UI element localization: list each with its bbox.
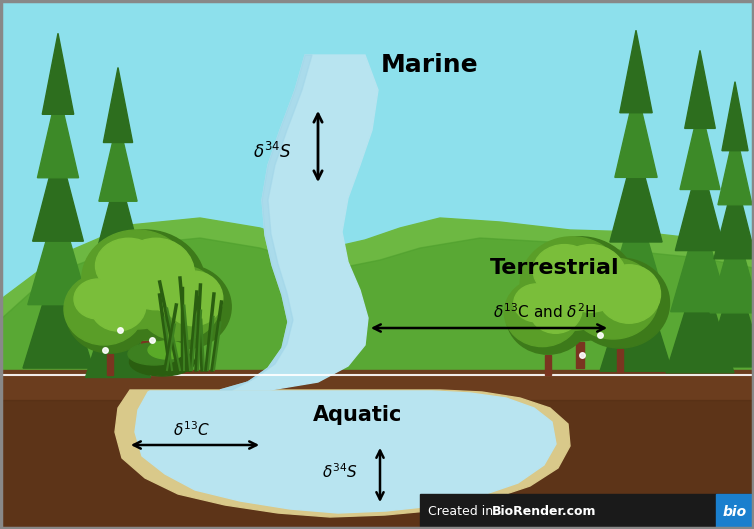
Polygon shape	[28, 199, 88, 305]
Ellipse shape	[533, 244, 596, 297]
Ellipse shape	[520, 237, 624, 331]
Text: Marine: Marine	[382, 53, 479, 77]
Polygon shape	[706, 270, 754, 367]
Ellipse shape	[136, 265, 221, 340]
Polygon shape	[99, 118, 137, 201]
Polygon shape	[676, 157, 725, 251]
Ellipse shape	[554, 244, 627, 312]
Ellipse shape	[66, 273, 154, 353]
Text: $\delta^{34}$S: $\delta^{34}$S	[322, 463, 358, 481]
Text: $\delta^{13}$C: $\delta^{13}$C	[173, 421, 210, 440]
Ellipse shape	[74, 279, 122, 319]
Polygon shape	[220, 55, 378, 390]
Polygon shape	[85, 272, 151, 378]
Ellipse shape	[523, 237, 637, 341]
Bar	[545, 355, 551, 375]
Ellipse shape	[128, 343, 180, 365]
Ellipse shape	[529, 284, 582, 333]
Polygon shape	[718, 129, 752, 205]
Ellipse shape	[571, 258, 670, 348]
Polygon shape	[220, 55, 312, 390]
Text: bio: bio	[723, 505, 747, 518]
Polygon shape	[38, 89, 78, 178]
Polygon shape	[685, 50, 716, 129]
Ellipse shape	[84, 230, 206, 340]
Bar	[697, 332, 703, 365]
Polygon shape	[23, 254, 93, 368]
Polygon shape	[0, 400, 754, 529]
Bar	[141, 341, 149, 368]
Polygon shape	[115, 390, 570, 517]
Polygon shape	[714, 176, 754, 259]
Bar	[576, 342, 584, 368]
Text: $\delta^{34}$S: $\delta^{34}$S	[253, 142, 292, 162]
Ellipse shape	[513, 284, 559, 322]
Bar	[107, 354, 113, 375]
Polygon shape	[666, 263, 734, 373]
Ellipse shape	[148, 341, 186, 359]
Polygon shape	[90, 221, 146, 319]
Ellipse shape	[580, 264, 633, 310]
Text: Terrestrial: Terrestrial	[490, 258, 620, 278]
Polygon shape	[722, 81, 748, 151]
Polygon shape	[42, 33, 74, 114]
Ellipse shape	[130, 348, 195, 376]
Bar	[633, 329, 639, 363]
Polygon shape	[135, 391, 556, 513]
Text: Created in: Created in	[428, 505, 497, 518]
Ellipse shape	[64, 273, 144, 345]
Ellipse shape	[147, 271, 198, 313]
Ellipse shape	[96, 238, 161, 293]
Polygon shape	[710, 223, 754, 313]
Polygon shape	[103, 68, 133, 142]
Polygon shape	[615, 87, 657, 177]
Polygon shape	[600, 256, 672, 371]
Text: Aquatic: Aquatic	[314, 405, 403, 425]
Ellipse shape	[597, 264, 661, 323]
Polygon shape	[94, 170, 142, 260]
Text: $\delta^{13}$C and $\delta^{2}$H: $\delta^{13}$C and $\delta^{2}$H	[493, 303, 596, 321]
Polygon shape	[0, 370, 754, 529]
Ellipse shape	[90, 279, 146, 331]
Ellipse shape	[139, 265, 231, 349]
Polygon shape	[670, 211, 729, 312]
Polygon shape	[32, 144, 84, 241]
Ellipse shape	[506, 278, 590, 354]
Bar	[182, 350, 188, 372]
Polygon shape	[620, 30, 652, 113]
Ellipse shape	[164, 271, 222, 326]
Polygon shape	[680, 104, 720, 189]
Bar	[420, 494, 754, 529]
Bar	[732, 331, 738, 360]
Polygon shape	[0, 218, 754, 529]
Bar	[716, 494, 754, 529]
Bar	[54, 326, 62, 360]
Text: BioRender.com: BioRender.com	[492, 505, 596, 518]
Polygon shape	[605, 199, 667, 307]
Ellipse shape	[81, 230, 192, 329]
Ellipse shape	[118, 238, 195, 310]
Ellipse shape	[504, 278, 581, 346]
Polygon shape	[610, 143, 662, 242]
Bar	[617, 349, 624, 372]
Bar	[115, 339, 121, 370]
Ellipse shape	[569, 258, 658, 339]
Polygon shape	[0, 238, 754, 529]
